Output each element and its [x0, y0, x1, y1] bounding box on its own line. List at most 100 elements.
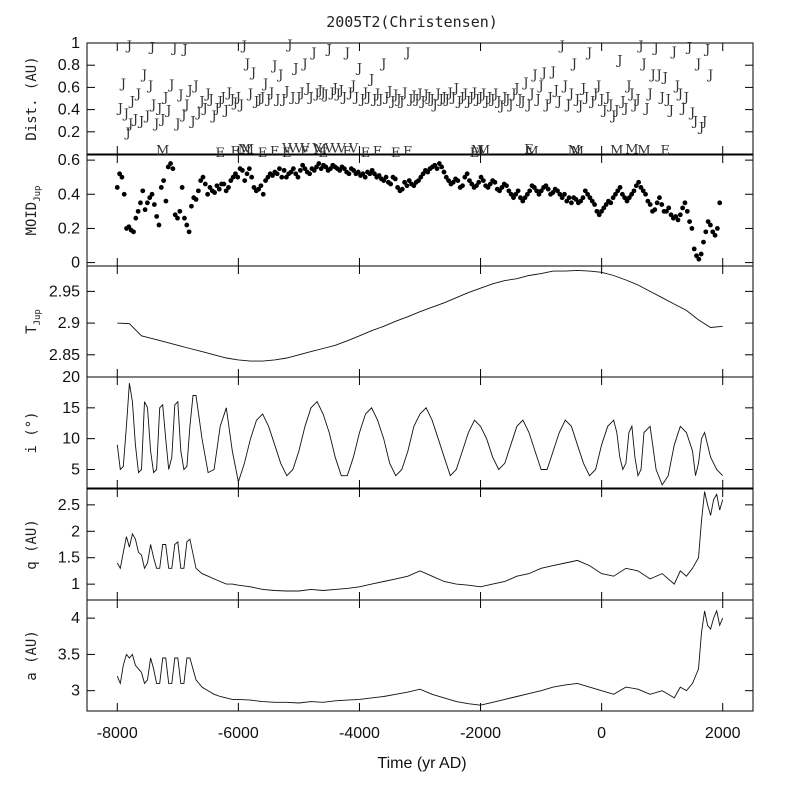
moid-point [705, 219, 711, 225]
letter-point-M: M [156, 144, 169, 159]
letter-point-J: J [540, 66, 547, 81]
moid-point [392, 176, 398, 182]
letter-point-J: J [549, 65, 556, 80]
moid-point [239, 167, 245, 173]
letter-point-J: J [488, 93, 495, 108]
moid-point [640, 188, 646, 194]
moid-point [233, 171, 238, 177]
moid-point [311, 167, 317, 173]
moid-point [701, 239, 706, 245]
moid-point [200, 174, 206, 180]
letter-point-M: M [313, 142, 326, 157]
letter-point-J: J [618, 95, 625, 110]
moid-point [474, 183, 479, 189]
letter-point-M: M [238, 142, 251, 157]
letter-point-J: J [400, 86, 407, 101]
moid-point [307, 171, 312, 177]
letter-point-J: J [216, 95, 223, 110]
panel-tjup: 2.85 2.9 2.95 TJup [24, 265, 754, 378]
moid-point [265, 174, 271, 180]
letter-point-J: J [294, 90, 301, 105]
letter-point-J: J [128, 95, 135, 110]
letter-point-J: J [240, 39, 247, 54]
moid-point [158, 185, 164, 190]
moid-point [654, 200, 660, 206]
moid-point [515, 188, 521, 194]
y-tick-label: 0.4 [58, 186, 80, 203]
moid-point [270, 173, 275, 178]
letter-point-J: J [421, 88, 428, 103]
moid-point [666, 205, 672, 211]
letter-point-J: J [452, 81, 459, 96]
moid-point [538, 188, 544, 194]
letter-point-V: V [348, 141, 359, 156]
moid-point [121, 191, 127, 197]
moid-point [244, 171, 250, 177]
moid-point [144, 200, 150, 206]
letter-point-J: J [252, 95, 259, 110]
letter-point-J: J [703, 43, 710, 58]
letter-point-J: J [482, 95, 489, 110]
letter-point-J: J [279, 93, 286, 108]
letter-point-J: J [394, 93, 401, 108]
moid-point [221, 181, 227, 187]
moid-point [587, 195, 593, 201]
moid-point [633, 183, 639, 189]
moid-point [513, 191, 519, 197]
moid-point [694, 253, 699, 259]
letter-point-J: J [627, 87, 634, 102]
moid-point [119, 174, 125, 180]
letter-point-J: J [116, 101, 123, 116]
letter-point-J: J [470, 86, 477, 101]
letter-point-J: J [161, 90, 168, 105]
panel-frame-dist [86, 42, 754, 155]
moid-point [566, 195, 572, 201]
letter-point-M: M [625, 142, 638, 157]
letter-point-J: J [185, 84, 192, 99]
letter-point-J: J [594, 79, 601, 94]
letter-point-J: J [609, 109, 616, 124]
moid-point [281, 167, 287, 173]
letter-point-J: J [264, 93, 271, 108]
moid-point [594, 208, 600, 214]
moid-point [300, 162, 306, 168]
letter-point-J: J [180, 43, 187, 58]
letter-point-J: J [476, 90, 483, 105]
moid-point [337, 167, 343, 173]
moid-point [710, 229, 716, 235]
y-tick-label: 1 [71, 576, 80, 593]
letter-point-J: J [188, 115, 195, 130]
moid-point [478, 174, 484, 180]
y-axis-label-subscript: Jup [33, 309, 43, 325]
y-tick-label: 0.6 [58, 152, 80, 169]
moid-point [314, 164, 319, 170]
moid-point [189, 203, 194, 209]
moid-point [708, 222, 713, 228]
panel-moid: 0 0.2 0.4 0.6 MOIDJup [24, 152, 754, 272]
moid-point [504, 183, 509, 189]
letter-point-V: V [311, 141, 322, 156]
moid-point [508, 191, 514, 197]
letter-point-J: J [652, 41, 659, 56]
moid-point [149, 191, 155, 197]
letter-point-E: E [318, 146, 328, 161]
moid-point [399, 186, 405, 192]
moid-point [362, 174, 368, 180]
y-tick-label: 4 [71, 610, 80, 627]
moid-point [557, 191, 563, 197]
moid-point [351, 167, 357, 173]
moid-point [434, 166, 440, 172]
y-tick-label: 3 [71, 683, 80, 700]
letter-point-J: J [434, 87, 441, 102]
letter-point-J: J [228, 93, 235, 108]
moid-point [170, 166, 176, 172]
letter-point-J: J [467, 90, 474, 105]
letter-point-J: J [639, 57, 646, 72]
letter-point-J: J [273, 93, 280, 108]
letter-point-J: J [415, 87, 422, 102]
letter-point-E: E [282, 146, 292, 161]
moid-point [543, 183, 549, 189]
moid-point [376, 173, 382, 178]
panel-frame-tjup [86, 265, 754, 378]
